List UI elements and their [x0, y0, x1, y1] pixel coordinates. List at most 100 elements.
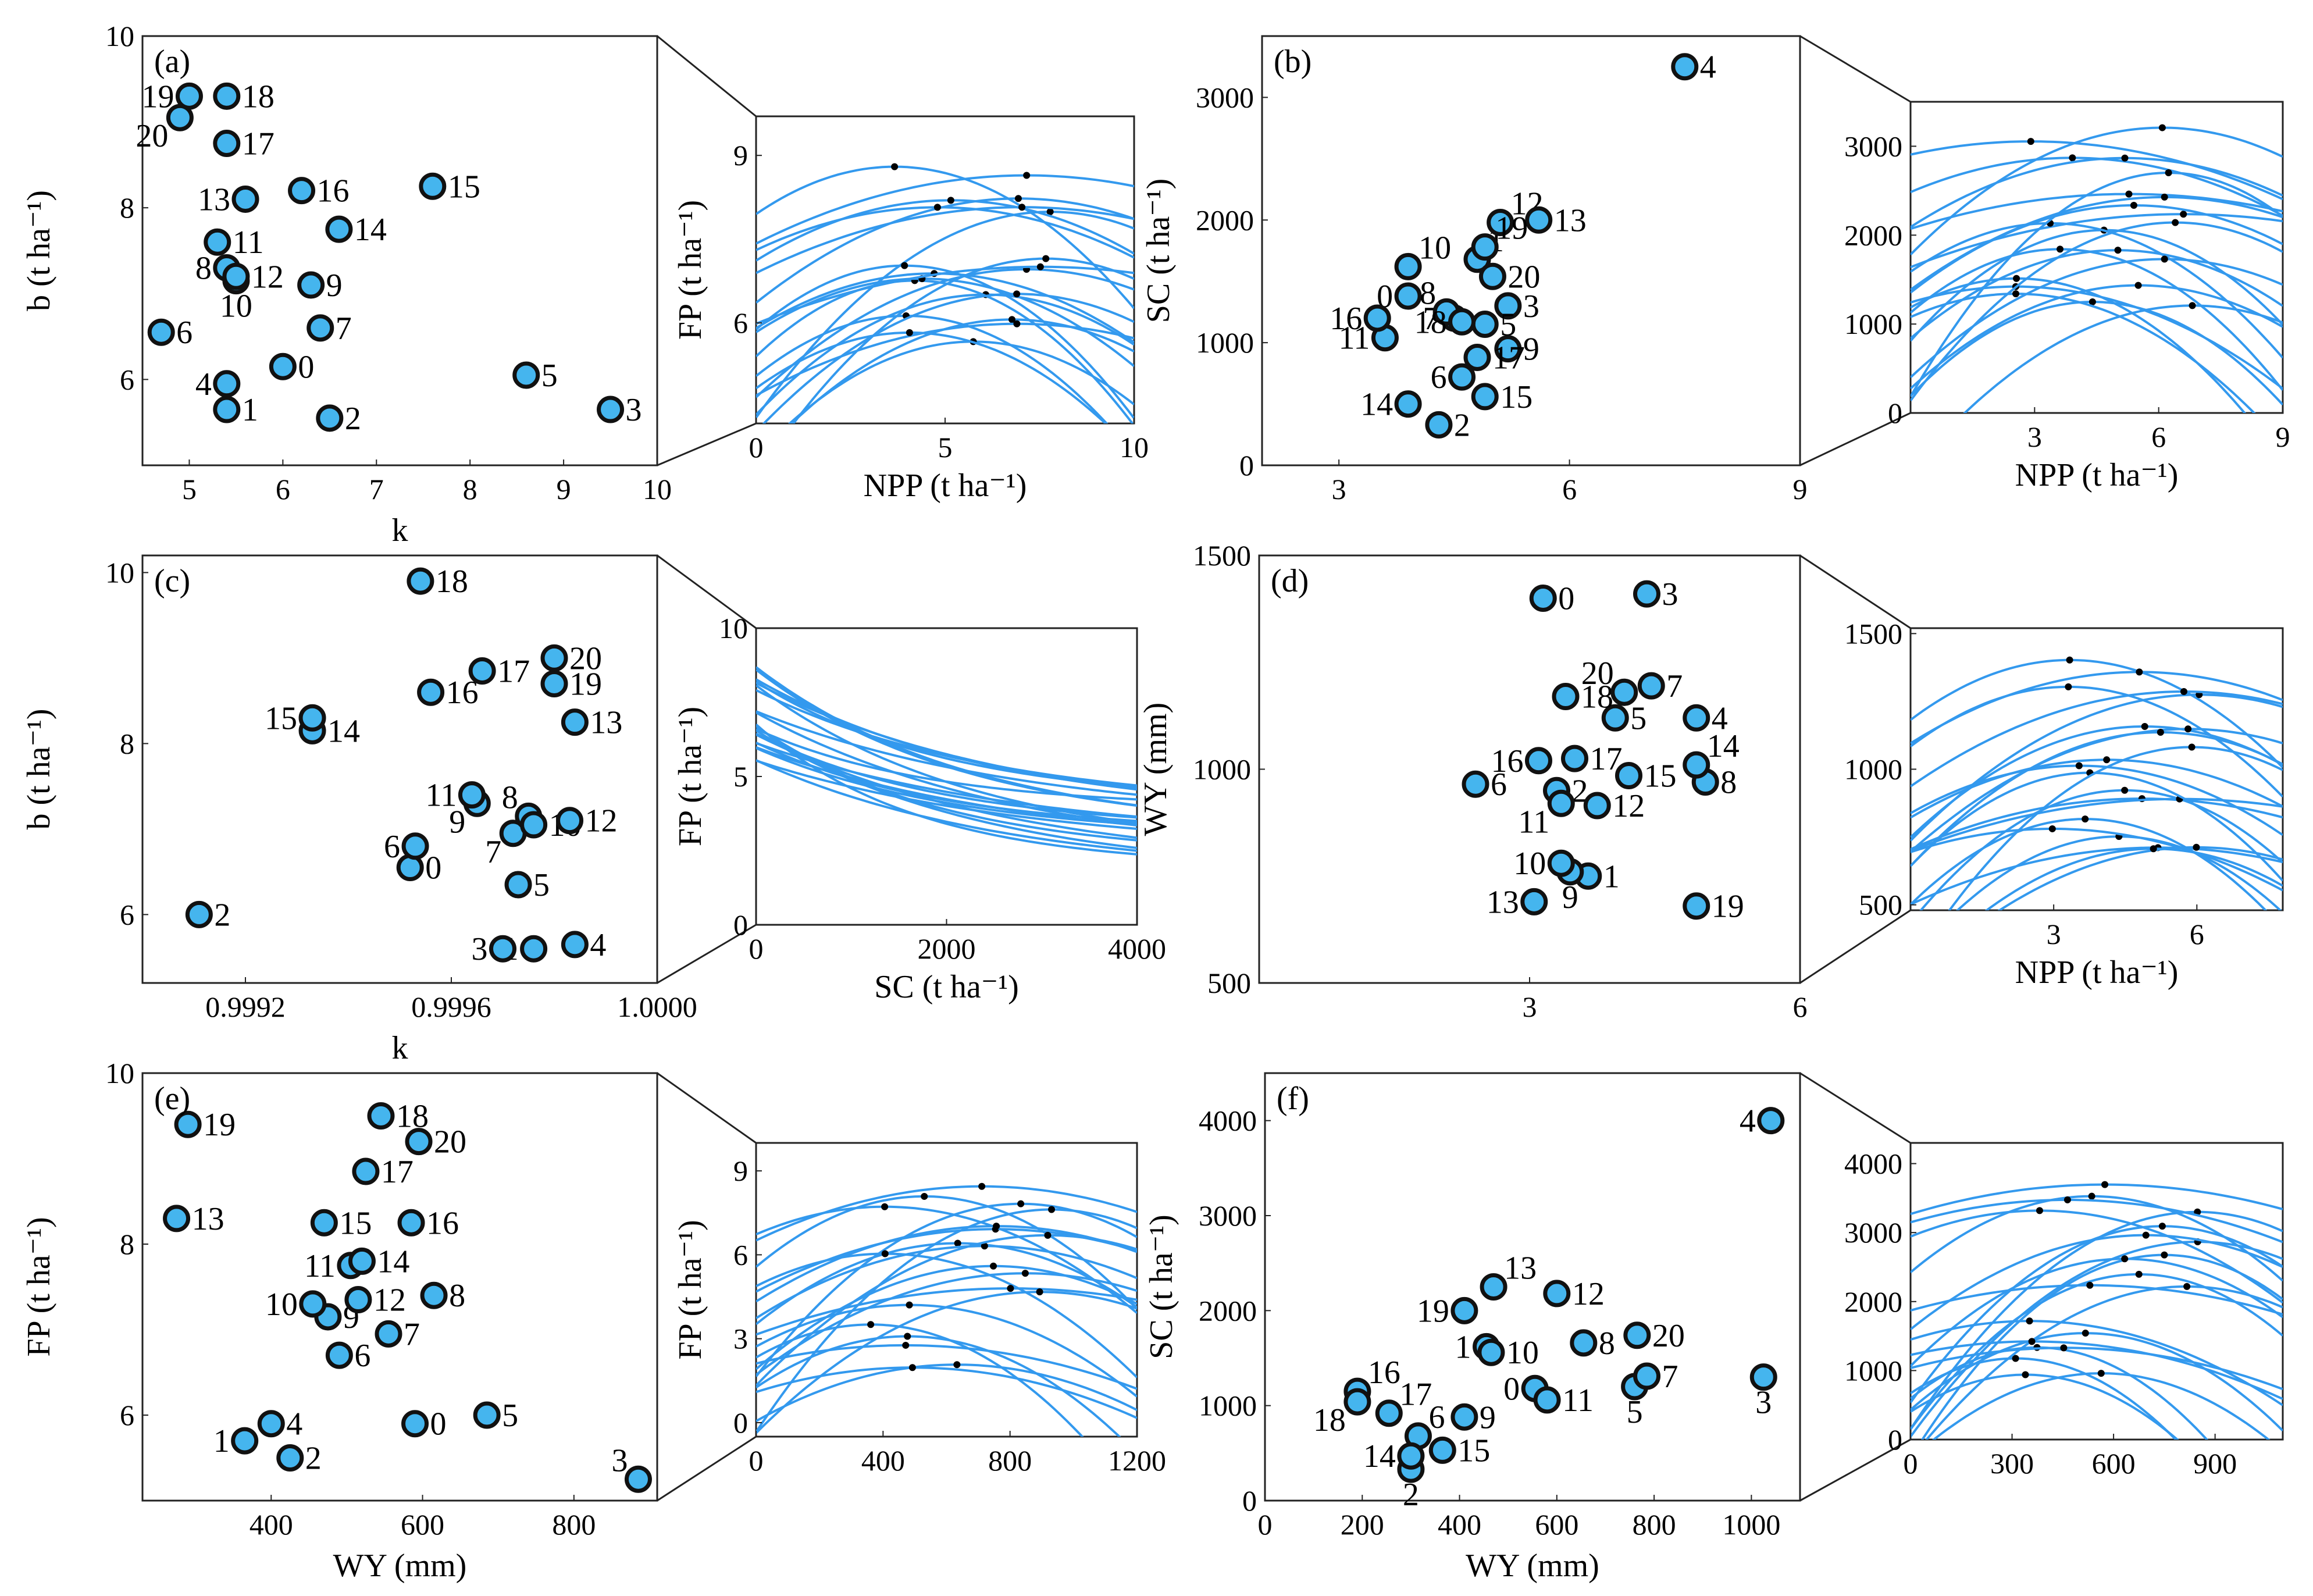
- panel-d-inset-curve-11: [1911, 658, 2283, 768]
- panel-a-x-axis-label: k: [392, 512, 408, 548]
- panel-d-inset-curve-peak-11: [2066, 656, 2073, 664]
- panel-e-inset-curve-peak-3: [902, 1341, 910, 1349]
- panel-b-point-label-13: 13: [1554, 202, 1587, 238]
- panel-b-point-label-11: 11: [1339, 320, 1370, 357]
- panel-a-point-6: [147, 318, 175, 346]
- panel-e-point-10: [299, 1290, 327, 1318]
- panel-a-inset-curve-17: [756, 206, 1134, 259]
- panel-f-inset-xtick-label: 0: [1904, 1447, 1918, 1480]
- panel-e-point-20: [405, 1128, 433, 1156]
- panel-e-inset-curve-10: [756, 1245, 1137, 1320]
- panel-a-point-1: [213, 396, 241, 423]
- panel-b-inset-curve-peak-10: [2158, 124, 2166, 131]
- panel-e-point-label-20: 20: [434, 1124, 466, 1160]
- panel-a-point-label-1: 1: [242, 392, 258, 428]
- panel-b-inset-xtick-label: 3: [2027, 421, 2042, 453]
- panel-b-xtick-label: 9: [1793, 473, 1808, 505]
- panel-a-point-17: [213, 130, 241, 157]
- panel-b-point-14: [1394, 390, 1422, 418]
- panel-d-point-20: [1610, 678, 1638, 706]
- panel-d-panel-label: (d): [1271, 563, 1309, 599]
- panel-f-inset-curve-peak-8: [2086, 1281, 2094, 1289]
- panel-b-connector-top: [1799, 35, 1911, 103]
- panel-c-point-18: [407, 567, 434, 595]
- panel-f-point-label-7: 7: [1662, 1359, 1678, 1395]
- panel-c-point-label-9: 9: [449, 804, 465, 840]
- panel-b-inset-curve-peak-18: [2165, 169, 2172, 177]
- panel-d-inset-curve-16: [1984, 847, 2283, 910]
- panel-b-inset-curve-peak-5: [2134, 282, 2142, 289]
- panel-f-inset-curve-18: [1911, 1198, 2283, 1244]
- panel-d-inset-curve-14: [1911, 731, 2283, 867]
- panel-f-point-20: [1623, 1321, 1651, 1349]
- panel-b-inset-frame: [1909, 101, 2284, 414]
- panel-d-point-label-4: 4: [1712, 700, 1728, 736]
- panel-d-point-label-7: 7: [1666, 668, 1683, 704]
- panel-f-point-11: [1533, 1386, 1561, 1414]
- panel-d-inset-curve-19: [1911, 827, 2283, 892]
- panel-f-point-label-15: 15: [1457, 1433, 1490, 1469]
- panel-a-inset-curve-8: [756, 279, 1134, 423]
- panel-c-inset-curve-10: [756, 729, 1137, 849]
- panel-f-point-label-19: 19: [1417, 1293, 1449, 1329]
- panel-f-ytick-label: 0: [1242, 1484, 1257, 1517]
- panel-c-inset-curve-18: [756, 741, 1137, 822]
- panel-f-x-axis-label: WY (mm): [1466, 1548, 1599, 1584]
- panel-b-point-label-15: 15: [1500, 379, 1533, 415]
- panel-b-inset-ytick-label: 1000: [1844, 308, 1902, 340]
- panel-b-point-label-3: 3: [1523, 288, 1539, 325]
- panel-a-inset-curve-14: [762, 293, 1134, 423]
- panel-a-point-15: [419, 172, 447, 200]
- panel-a-inset-curve-13: [756, 264, 1134, 419]
- panel-d-point-label-1: 1: [1603, 858, 1620, 895]
- panel-e-point-14: [348, 1247, 376, 1275]
- panel-f-inset-ytick-label: 3000: [1844, 1216, 1902, 1249]
- panel-e-point-label-2: 2: [305, 1441, 322, 1477]
- panel-d-inset-curve-peak-6: [2184, 725, 2192, 733]
- panel-a-connector-bottom: [657, 422, 757, 466]
- panel-c-point-10: [520, 811, 548, 839]
- panel-b-point-17: [1463, 343, 1491, 371]
- panel-e-inset-curve-14: [756, 1335, 1121, 1437]
- panel-b-ytick-label: 3000: [1196, 81, 1254, 113]
- panel-d-connector-bottom: [1799, 909, 1911, 984]
- panel-f-inset-curve-peak-9: [2183, 1282, 2191, 1290]
- panel-f-point-18: [1343, 1388, 1371, 1416]
- panel-f-point-17: [1375, 1399, 1403, 1427]
- panel-f-point-13: [1480, 1273, 1507, 1301]
- panel-e-point-12: [344, 1286, 372, 1314]
- panel-a-inset-curve-11: [756, 277, 1134, 368]
- panel-d-inset-curve-12: [1911, 693, 2283, 842]
- panel-b-point-label-10: 10: [1419, 230, 1451, 266]
- panel-c-inset-curve-19: [756, 666, 1137, 807]
- panel-e-inset-curve-peak-14: [904, 1333, 911, 1340]
- panel-c-inset-curve-17: [756, 742, 1137, 818]
- panel-e-connector-top: [657, 1072, 757, 1144]
- panel-e-xtick-label: 400: [250, 1508, 293, 1541]
- panel-a-inset-curve-peak-13: [901, 262, 908, 269]
- panel-e-point-label-11: 11: [304, 1248, 336, 1284]
- panel-f-point-3: [1749, 1363, 1777, 1391]
- panel-a-panel-label: (a): [154, 44, 190, 80]
- panel-b-inset-curve-6: [1963, 304, 2283, 413]
- panel-b-inset-curve-18: [1911, 172, 2283, 397]
- panel-e-inset-curve-8: [756, 1242, 1137, 1326]
- panel-f-point-8: [1570, 1329, 1598, 1357]
- panel-a-point-label-4: 4: [195, 366, 212, 402]
- panel-c-point-label-14: 14: [327, 713, 360, 749]
- panel-e-point-15: [310, 1209, 338, 1237]
- panel-e-point-19: [174, 1110, 202, 1138]
- panel-b-inset-curve-1: [1911, 300, 2283, 406]
- panel-f-inset-curve-peak-13: [2088, 1192, 2095, 1200]
- panel-c-connector-top: [657, 554, 757, 629]
- panel-c-inset-x-axis-label: SC (t ha⁻¹): [874, 969, 1019, 1005]
- panel-e-inset-curve-11: [756, 1252, 1137, 1378]
- panel-a-point-0: [269, 352, 297, 380]
- panel-f-point-label-17: 17: [1399, 1377, 1432, 1413]
- panel-d-xtick-label: 3: [1523, 991, 1537, 1023]
- panel-c-ytick-label: 10: [105, 556, 134, 589]
- panel-a-xtick-label: 5: [182, 473, 197, 505]
- panel-d-inset-curve-10: [1911, 818, 2268, 910]
- panel-b-inset-curve-peak-16: [2161, 255, 2168, 263]
